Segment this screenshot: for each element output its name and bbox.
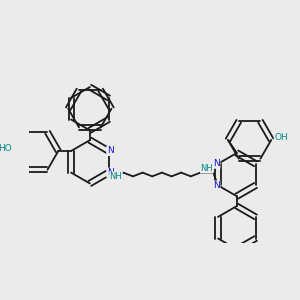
Text: NH: NH <box>110 172 122 181</box>
Text: HO: HO <box>0 144 12 153</box>
Text: N: N <box>107 168 113 177</box>
Text: N: N <box>107 146 113 155</box>
Text: N: N <box>213 159 220 168</box>
Text: NH: NH <box>200 164 213 173</box>
Text: OH: OH <box>274 133 288 142</box>
Text: N: N <box>213 181 220 190</box>
